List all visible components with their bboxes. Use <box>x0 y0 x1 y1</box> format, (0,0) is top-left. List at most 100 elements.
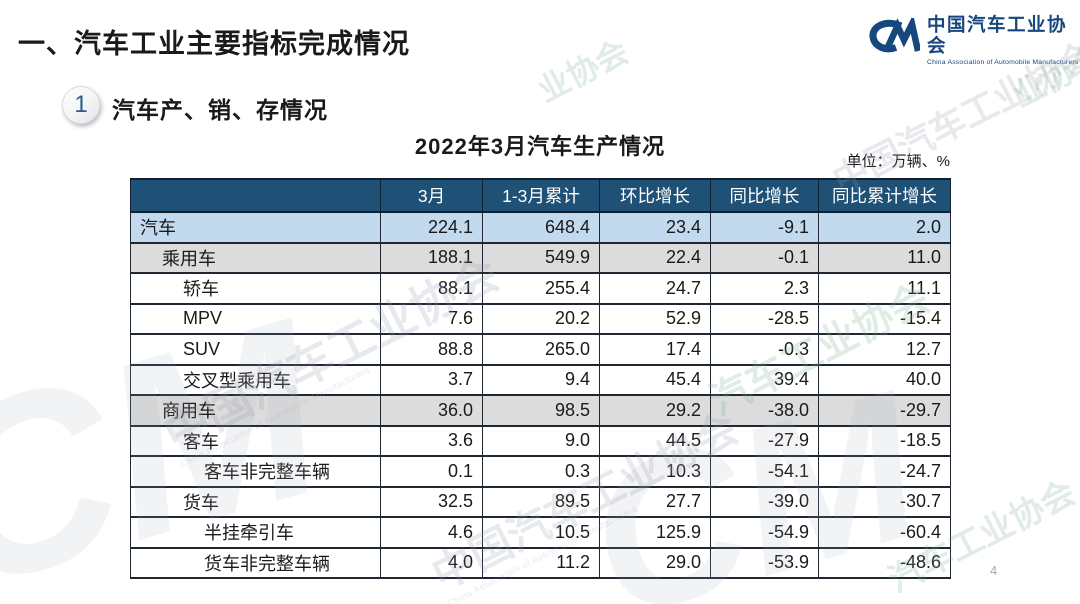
table-row: 客车 3.6 9.0 44.5 -27.9 -18.5 <box>130 424 951 457</box>
row-value: 224.1 <box>380 211 483 244</box>
row-value: -24.7 <box>818 455 951 488</box>
row-value: 10.5 <box>482 516 600 549</box>
row-value: -54.1 <box>710 455 819 488</box>
row-value: -29.7 <box>818 394 951 427</box>
row-value: -53.9 <box>710 546 819 579</box>
section-number-badge: 1 <box>62 86 100 124</box>
row-label: MPV <box>130 302 381 335</box>
row-value: -60.4 <box>818 516 951 549</box>
page-number: 4 <box>990 563 998 578</box>
row-value: 89.5 <box>482 485 600 518</box>
table-row: 轿车 88.1 255.4 24.7 2.3 11.1 <box>130 272 951 305</box>
row-value: 44.5 <box>599 424 711 457</box>
row-value: 125.9 <box>599 516 711 549</box>
row-value: 29.2 <box>599 394 711 427</box>
header-cell-mom-growth: 环比增长 <box>599 178 711 213</box>
row-value: 22.4 <box>599 241 711 274</box>
page-title: 一、汽车工业主要指标完成情况 <box>18 29 410 59</box>
row-value: -18.5 <box>818 424 951 457</box>
table-header: 3月 1-3月累计 环比增长 同比增长 同比累计增长 <box>130 178 951 213</box>
row-value: -30.7 <box>818 485 951 518</box>
table-row: 货车 32.5 89.5 27.7 -39.0 -30.7 <box>130 485 951 518</box>
row-value: 4.6 <box>380 516 483 549</box>
row-value: 27.7 <box>599 485 711 518</box>
row-label: 商用车 <box>130 394 381 427</box>
row-label: 客车 <box>130 424 381 457</box>
row-value: 88.1 <box>380 272 483 305</box>
row-value: 52.9 <box>599 302 711 335</box>
row-label: 客车非完整车辆 <box>130 455 381 488</box>
row-value: -38.0 <box>710 394 819 427</box>
row-value: 88.8 <box>380 333 483 366</box>
table-row: 货车非完整车辆 4.0 11.2 29.0 -53.9 -48.6 <box>130 546 951 579</box>
row-label: 货车 <box>130 485 381 518</box>
logo-names: 中国汽车工业协会 China Association of Automobile… <box>927 14 1080 66</box>
row-value: 36.0 <box>380 394 483 427</box>
row-value: 20.2 <box>482 302 600 335</box>
row-value: 17.4 <box>599 333 711 366</box>
logo-org-name-en: China Association of Automobile Manufact… <box>927 58 1079 66</box>
table-body: 汽车 224.1 648.4 23.4 -9.1 2.0 乘用车 188.1 549.9 22.4… <box>130 211 951 579</box>
row-value: 2.3 <box>710 272 819 305</box>
production-table: 3月 1-3月累计 环比增长 同比增长 同比累计增长 汽车 224.1 648.4 2… <box>130 178 951 579</box>
header-cell-yoy-cumulative-growth: 同比累计增长 <box>818 178 951 213</box>
table-row: MPV 7.6 20.2 52.9 -28.5 -15.4 <box>130 302 951 335</box>
row-value: 29.0 <box>599 546 711 579</box>
header-cell-yoy-growth: 同比增长 <box>710 178 819 213</box>
row-value: 549.9 <box>482 241 600 274</box>
row-label: SUV <box>130 333 381 366</box>
row-value: 188.1 <box>380 241 483 274</box>
table-row: 乘用车 188.1 549.9 22.4 -0.1 11.0 <box>130 241 951 274</box>
row-value: 45.4 <box>599 363 711 396</box>
row-value: -39.0 <box>710 485 819 518</box>
unit-label: 单位：万辆、% <box>846 153 950 170</box>
row-value: 10.3 <box>599 455 711 488</box>
table-row: SUV 88.8 265.0 17.4 -0.3 12.7 <box>130 333 951 366</box>
row-value: 11.1 <box>818 272 951 305</box>
row-value: 9.0 <box>482 424 600 457</box>
row-value: -48.6 <box>818 546 951 579</box>
row-label: 汽车 <box>130 211 381 244</box>
table-row: 汽车 224.1 648.4 23.4 -9.1 2.0 <box>130 211 951 244</box>
row-value: 255.4 <box>482 272 600 305</box>
table-row: 客车非完整车辆 0.1 0.3 10.3 -54.1 -24.7 <box>130 455 951 488</box>
row-label: 半挂牵引车 <box>130 516 381 549</box>
row-label: 乘用车 <box>130 241 381 274</box>
table-title: 2022年3月汽车生产情况 <box>414 134 666 159</box>
row-value: 4.0 <box>380 546 483 579</box>
row-value: -0.3 <box>710 333 819 366</box>
row-value: 3.7 <box>380 363 483 396</box>
row-value: -0.1 <box>710 241 819 274</box>
header-cell-cumulative: 1-3月累计 <box>482 178 600 213</box>
table-row: 半挂牵引车 4.6 10.5 125.9 -54.9 -60.4 <box>130 516 951 549</box>
row-value: 9.4 <box>482 363 600 396</box>
row-value: -28.5 <box>710 302 819 335</box>
row-value: -9.1 <box>710 211 819 244</box>
header-cell-month: 3月 <box>380 178 483 213</box>
watermark-text: 业协会 <box>532 33 634 109</box>
row-label: 货车非完整车辆 <box>130 546 381 579</box>
cm-logo-icon <box>866 14 922 61</box>
row-value: 0.1 <box>380 455 483 488</box>
row-label: 轿车 <box>130 272 381 305</box>
row-value: -15.4 <box>818 302 951 335</box>
row-value: 3.6 <box>380 424 483 457</box>
row-value: 2.0 <box>818 211 951 244</box>
table-row: 商用车 36.0 98.5 29.2 -38.0 -29.7 <box>130 394 951 427</box>
row-value: 648.4 <box>482 211 600 244</box>
row-value: 11.2 <box>482 546 600 579</box>
row-value: 98.5 <box>482 394 600 427</box>
row-value: -54.9 <box>710 516 819 549</box>
section-title: 汽车产、销、存情况 <box>112 97 328 123</box>
row-value: 23.4 <box>599 211 711 244</box>
row-value: 32.5 <box>380 485 483 518</box>
header-cell-category <box>130 178 381 213</box>
row-value: 265.0 <box>482 333 600 366</box>
row-value: 0.3 <box>482 455 600 488</box>
table-header-row: 3月 1-3月累计 环比增长 同比增长 同比累计增长 <box>130 178 951 213</box>
row-value: 24.7 <box>599 272 711 305</box>
row-label: 交叉型乘用车 <box>130 363 381 396</box>
row-value: -27.9 <box>710 424 819 457</box>
row-value: 7.6 <box>380 302 483 335</box>
